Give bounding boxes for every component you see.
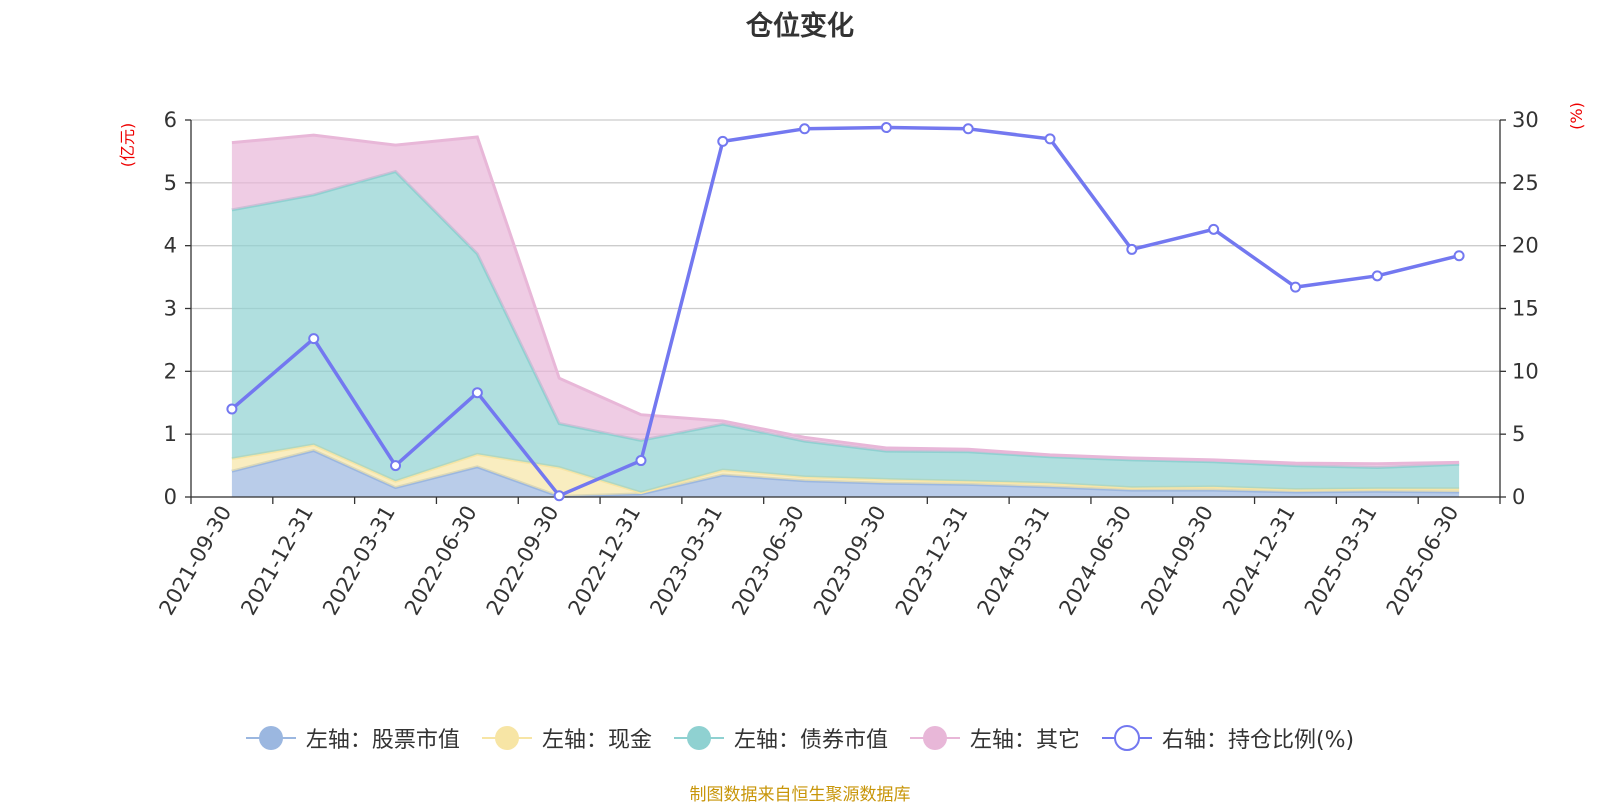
left-tick-label: 1 xyxy=(164,422,177,446)
legend-label: 左轴：债券市值 xyxy=(733,728,888,753)
legend-item[interactable]: 左轴：股票市值 xyxy=(245,722,460,754)
x-tick-label: 2025-03-31 xyxy=(1300,502,1382,620)
legend-dot-marker-icon xyxy=(245,726,296,750)
left-tick-label: 0 xyxy=(164,485,177,509)
ratio-point xyxy=(226,403,238,415)
x-tick-label: 2023-09-30 xyxy=(809,502,891,620)
ratio-point xyxy=(962,123,974,135)
x-tick-label: 2022-09-30 xyxy=(482,502,564,620)
data-source-note: 制图数据来自恒生聚源数据库 xyxy=(689,785,911,805)
ratio-point xyxy=(799,123,811,135)
area-左轴：债券市值 xyxy=(231,171,1460,493)
x-tick-label: 2022-06-30 xyxy=(400,502,482,620)
x-tick-label: 2024-03-31 xyxy=(973,502,1055,620)
ratio-point xyxy=(471,387,483,399)
legend: 左轴：股票市值 左轴：现金 左轴：债券市值 左轴：其它 右轴：持仓比例(%) xyxy=(0,722,1600,754)
x-tick-label: 2024-06-30 xyxy=(1054,502,1136,620)
ratio-point xyxy=(880,122,892,134)
ratio-point xyxy=(390,460,402,472)
legend-label: 左轴：股票市值 xyxy=(305,728,460,753)
left-tick-label: 5 xyxy=(164,171,177,195)
x-tick-label: 2021-09-30 xyxy=(154,502,236,620)
left-tick-label: 3 xyxy=(164,297,177,321)
x-tick-label: 2023-03-31 xyxy=(645,502,727,620)
x-tick-label: 2022-03-31 xyxy=(318,502,400,620)
legend-label: 左轴：其它 xyxy=(969,728,1080,753)
ratio-point xyxy=(1208,223,1220,235)
ratio-point xyxy=(635,455,647,467)
right-tick-label: 20 xyxy=(1512,234,1539,258)
left-tick-label: 4 xyxy=(164,234,177,258)
ratio-point xyxy=(1126,243,1138,255)
ratio-point xyxy=(1453,250,1465,262)
legend-item[interactable]: 左轴：债券市值 xyxy=(673,722,888,754)
chart-title: 仓位变化 xyxy=(746,11,854,42)
legend-item[interactable]: 左轴：现金 xyxy=(481,722,652,754)
right-tick-label: 25 xyxy=(1512,171,1539,195)
left-tick-label: 6 xyxy=(164,108,177,132)
legend-dot-marker-icon xyxy=(909,726,960,750)
ratio-line xyxy=(230,125,1460,498)
x-tick-label: 2022-12-31 xyxy=(563,502,645,620)
ratio-point xyxy=(553,490,565,502)
legend-label: 左轴：现金 xyxy=(541,728,652,753)
ratio-line-layer xyxy=(226,122,1465,502)
legend-item[interactable]: 右轴：持仓比例(%) xyxy=(1101,722,1355,754)
right-tick-label: 0 xyxy=(1512,485,1525,509)
ratio-point xyxy=(717,135,729,147)
left-tick-label: 2 xyxy=(164,359,177,383)
x-tick-label: 2021-12-31 xyxy=(236,502,318,620)
right-axis-unit: (%) xyxy=(1567,102,1586,130)
ratio-point xyxy=(308,333,320,345)
x-tick-label: 2023-12-31 xyxy=(891,502,973,620)
x-tick-label: 2024-12-31 xyxy=(1218,502,1300,620)
ratio-point xyxy=(1044,133,1056,145)
ratio-point xyxy=(1289,281,1301,293)
stacked-areas xyxy=(231,133,1460,498)
right-tick-label: 30 xyxy=(1512,108,1539,132)
area-左轴：其它 xyxy=(231,135,1460,468)
left-axis-unit: (亿元) xyxy=(118,123,137,168)
legend-line-marker-icon xyxy=(1101,725,1152,751)
right-tick-label: 5 xyxy=(1512,422,1525,446)
x-tick-label: 2024-09-30 xyxy=(1136,502,1218,620)
legend-label: 右轴：持仓比例(%) xyxy=(1161,728,1355,753)
legend-item[interactable]: 左轴：其它 xyxy=(909,722,1080,754)
ratio-point xyxy=(1371,270,1383,282)
area-edge-左轴：其它 xyxy=(231,133,1460,466)
legend-dot-marker-icon xyxy=(673,726,724,750)
right-tick-label: 15 xyxy=(1512,297,1539,321)
x-tick-label: 2025-06-30 xyxy=(1382,502,1464,620)
area-左轴：现金 xyxy=(231,444,1460,497)
right-tick-label: 10 xyxy=(1512,359,1539,383)
x-tick-label: 2023-06-30 xyxy=(727,502,809,620)
legend-dot-marker-icon xyxy=(481,726,532,750)
